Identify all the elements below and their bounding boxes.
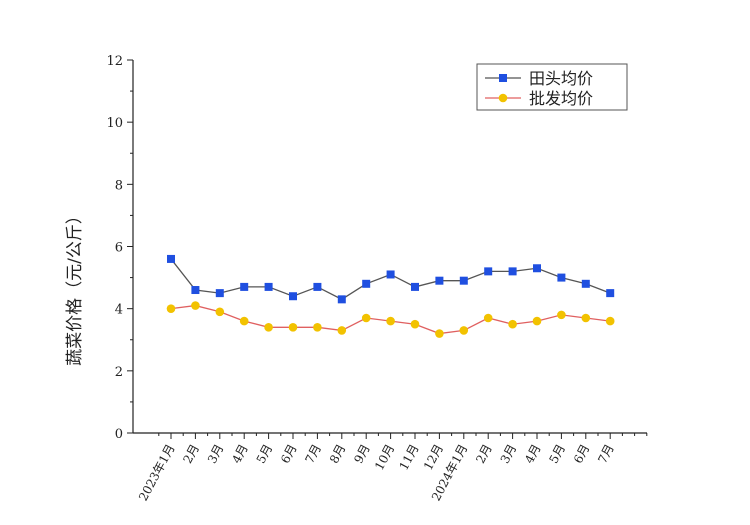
x-tick-label: 9月	[351, 442, 373, 466]
data-point	[411, 282, 419, 291]
data-point	[435, 329, 444, 338]
y-tick-label: 2	[115, 365, 123, 380]
data-point	[533, 264, 541, 273]
y-tick-label: 12	[106, 54, 123, 69]
x-tick-label: 3月	[205, 442, 227, 466]
data-point	[459, 326, 469, 335]
x-tick-label: 3月	[498, 442, 520, 466]
x-tick-label: 7月	[595, 442, 617, 466]
data-point	[386, 316, 395, 326]
x-tick-label: 5月	[254, 442, 276, 466]
data-point	[581, 279, 590, 288]
data-point	[484, 267, 493, 276]
y-tick-label: 0	[115, 427, 123, 442]
data-point	[313, 282, 322, 291]
data-point	[362, 279, 371, 288]
data-point	[532, 316, 542, 326]
data-point	[264, 323, 273, 332]
legend-item: 批发均价	[485, 89, 593, 108]
data-point	[508, 319, 517, 329]
data-point	[557, 273, 566, 282]
data-point	[386, 270, 395, 279]
y-tick-label: 4	[115, 303, 123, 318]
x-tick-label: 4月	[229, 442, 251, 466]
data-point	[288, 323, 298, 332]
data-point	[239, 316, 249, 326]
legend-label: 批发均价	[529, 89, 593, 108]
data-point	[435, 276, 444, 285]
y-tick-label: 10	[106, 116, 123, 131]
legend-marker-square	[499, 74, 507, 82]
legend-marker-circle	[498, 93, 508, 103]
data-point	[264, 282, 273, 291]
x-tick-label: 2月	[180, 442, 202, 466]
x-tick-label: 10月	[372, 442, 397, 473]
x-tick-label: 4月	[522, 442, 544, 466]
data-point	[337, 326, 347, 335]
data-point	[191, 301, 200, 310]
data-point	[215, 307, 225, 317]
data-point	[313, 323, 322, 332]
data-point	[361, 313, 371, 323]
y-tick-label: 6	[115, 241, 123, 256]
x-tick-label: 8月	[327, 442, 349, 466]
x-tick-label: 6月	[278, 442, 300, 466]
legend-label: 田头均价	[529, 69, 593, 88]
x-tick-label: 7月	[302, 442, 324, 466]
x-tick-label: 11月	[396, 442, 421, 473]
x-tick-label: 2023年1月	[136, 442, 178, 503]
series-line	[170, 258, 611, 301]
legend-box	[476, 63, 628, 111]
data-point	[606, 289, 615, 298]
data-point	[240, 282, 249, 291]
data-point	[167, 254, 175, 263]
data-point	[215, 289, 224, 298]
legend-item: 田头均价	[485, 69, 593, 88]
data-point	[459, 276, 468, 285]
x-tick-label: 6月	[571, 442, 593, 466]
data-point	[605, 316, 615, 326]
data-point	[508, 267, 517, 276]
x-tick-label: 12月	[421, 442, 446, 473]
data-point	[483, 313, 493, 323]
y-tick-label: 8	[115, 178, 123, 193]
data-point	[166, 304, 176, 313]
series-1	[167, 254, 615, 304]
data-point	[581, 313, 591, 323]
series-layer	[166, 254, 615, 338]
data-point	[337, 295, 346, 304]
data-point	[410, 319, 420, 329]
data-point	[557, 310, 566, 320]
series-2	[166, 301, 615, 338]
x-tick-label: 2月	[473, 442, 495, 466]
data-point	[289, 292, 297, 301]
data-point	[191, 286, 200, 295]
y-axis-title: 蔬菜价格（元/公斤）	[65, 207, 85, 366]
x-tick-label: 5月	[546, 442, 568, 466]
